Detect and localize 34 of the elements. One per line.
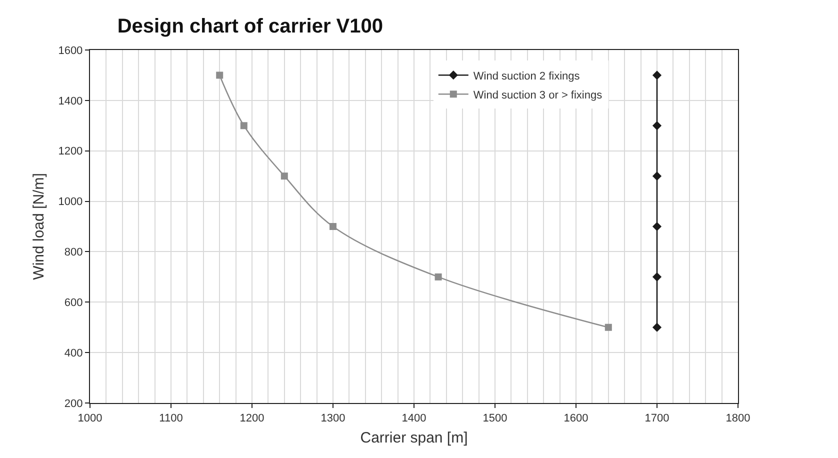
x-tick-label: 1400 [402,412,426,424]
point [652,322,662,332]
y-tick-label: 800 [64,246,83,259]
y-tick-label: 1000 [58,196,83,208]
y-tick-label: 1400 [58,95,83,108]
y-tick-label: 1600 [58,44,83,57]
y-tick-label: 200 [64,398,83,410]
point [652,222,662,232]
point [216,72,224,79]
point [330,223,336,230]
x-tick-label: 1700 [644,412,670,424]
y-tick-label: 1200 [58,146,83,158]
y-tick-label: 400 [64,347,83,360]
point [652,121,662,130]
legend-label: Wind suction 2 fixings [473,70,580,82]
point [604,324,612,331]
point [280,172,288,180]
x-tick-label: 1600 [564,412,588,424]
x-tick-label: 1300 [320,412,346,424]
x-tick-label: 1800 [726,412,750,424]
x-tick-label: 1100 [159,412,183,424]
x-tick-label: 1500 [482,412,508,424]
point [652,70,662,80]
x-tick-label: 1200 [240,412,264,424]
point [240,122,248,130]
point [652,172,662,181]
point [434,273,442,280]
point [652,272,662,282]
x-axis-title: Carrier span [m] [360,429,468,446]
y-tick-label: 600 [64,296,83,309]
legend-label: Wind suction 3 or > fixings [473,89,603,102]
chart-title: Design chart of carrier V100 [117,15,384,38]
x-tick-label: 1000 [78,412,102,424]
y-axis-title: Wind load [N/m] [30,173,48,280]
